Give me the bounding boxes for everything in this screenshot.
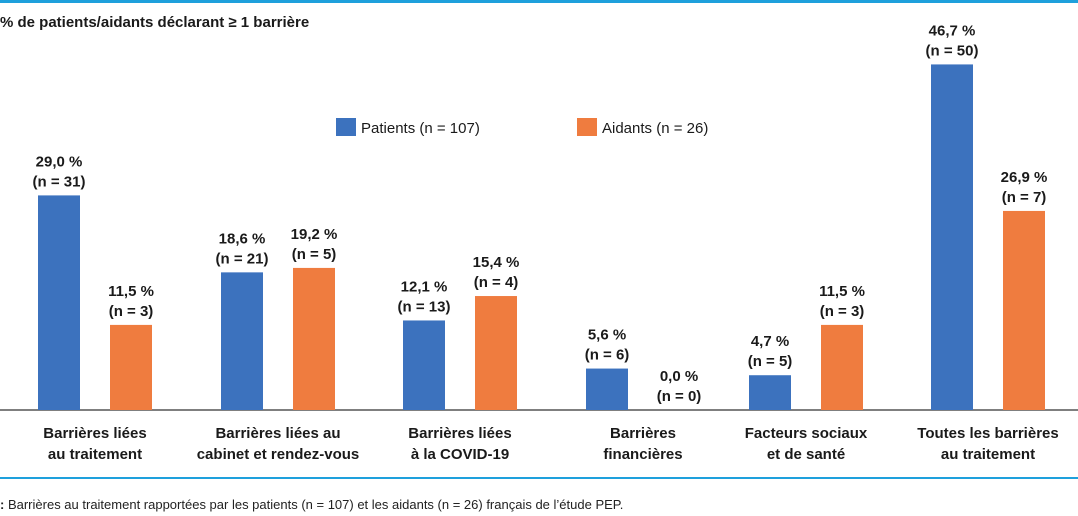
data-label-value-1-1: 19,2 % <box>291 226 338 243</box>
data-label-value-0-1: 18,6 % <box>219 230 266 247</box>
category-label-5-1: au traitement <box>941 446 1035 463</box>
bar-aidants-5 <box>1003 210 1045 410</box>
category-label-4-0: Facteurs sociaux <box>745 425 868 442</box>
category-label-3-1: financières <box>603 446 682 463</box>
category-label-3-0: Barrières <box>610 425 676 442</box>
caption-prefix: : <box>0 497 5 512</box>
data-label-value-1-3: 0,0 % <box>660 368 698 385</box>
legend-swatch-1 <box>577 118 597 136</box>
data-label-value-1-2: 15,4 % <box>473 254 520 271</box>
bar-patients-2 <box>403 320 445 410</box>
bar-aidants-2 <box>475 296 517 410</box>
category-label-2-0: Barrières liées <box>408 425 511 442</box>
bar-patients-3 <box>586 368 628 410</box>
legend-label-0: Patients (n = 107) <box>361 120 480 137</box>
data-label-n-0-5: (n = 50) <box>926 42 979 59</box>
data-label-value-0-4: 4,7 % <box>751 333 789 350</box>
bar-aidants-1 <box>293 267 335 410</box>
data-label-n-1-1: (n = 5) <box>292 246 337 263</box>
data-label-value-0-0: 29,0 % <box>36 153 83 170</box>
data-label-value-1-0: 11,5 % <box>108 283 154 300</box>
bar-aidants-0 <box>110 324 152 410</box>
data-label-n-1-5: (n = 7) <box>1002 189 1047 206</box>
data-label-value-0-3: 5,6 % <box>588 327 626 344</box>
data-label-n-1-4: (n = 3) <box>820 303 865 320</box>
data-label-value-0-5: 46,7 % <box>929 22 976 39</box>
data-label-n-0-3: (n = 6) <box>585 347 630 364</box>
category-label-5-0: Toutes les barrières <box>917 425 1058 442</box>
category-label-1-1: cabinet et rendez-vous <box>197 446 360 463</box>
data-label-n-0-1: (n = 21) <box>216 250 269 267</box>
data-label-n-0-4: (n = 5) <box>748 353 793 370</box>
figure-caption: : Barrières au traitement rapportées par… <box>0 497 623 512</box>
category-label-0-1: au traitement <box>48 446 142 463</box>
bar-aidants-4 <box>821 324 863 410</box>
legend-swatch-0 <box>336 118 356 136</box>
bar-chart: 29,0 % (n = 31) 18,6 % (n = 21) 12,1 % (n = 1… <box>0 22 1078 463</box>
data-label-value-1-5: 26,9 % <box>1001 169 1048 186</box>
category-label-0-0: Barrières liées <box>43 425 146 442</box>
bottom-border <box>0 477 1078 479</box>
category-label-1-0: Barrières liées au <box>215 425 340 442</box>
data-label-n-1-0: (n = 3) <box>109 303 154 320</box>
data-label-n-0-0: (n = 31) <box>33 173 86 190</box>
data-label-n-1-3: (n = 0) <box>657 388 702 405</box>
bar-patients-5 <box>931 64 973 411</box>
data-label-value-1-4: 11,5 % <box>819 283 865 300</box>
bar-patients-4 <box>749 375 791 410</box>
top-border <box>0 0 1078 3</box>
y-axis-label: % de patients/aidants déclarant ≥ 1 barr… <box>0 14 310 31</box>
data-label-n-1-2: (n = 4) <box>474 274 519 291</box>
category-label-4-1: et de santé <box>767 446 845 463</box>
legend-label-1: Aidants (n = 26) <box>602 120 708 137</box>
bar-patients-0 <box>38 195 80 410</box>
category-label-2-1: à la COVID-19 <box>411 446 509 463</box>
data-label-n-0-2: (n = 13) <box>398 298 451 315</box>
caption-text: Barrières au traitement rapportées par l… <box>4 497 624 512</box>
bar-patients-1 <box>221 272 263 410</box>
data-label-value-0-2: 12,1 % <box>401 278 448 295</box>
